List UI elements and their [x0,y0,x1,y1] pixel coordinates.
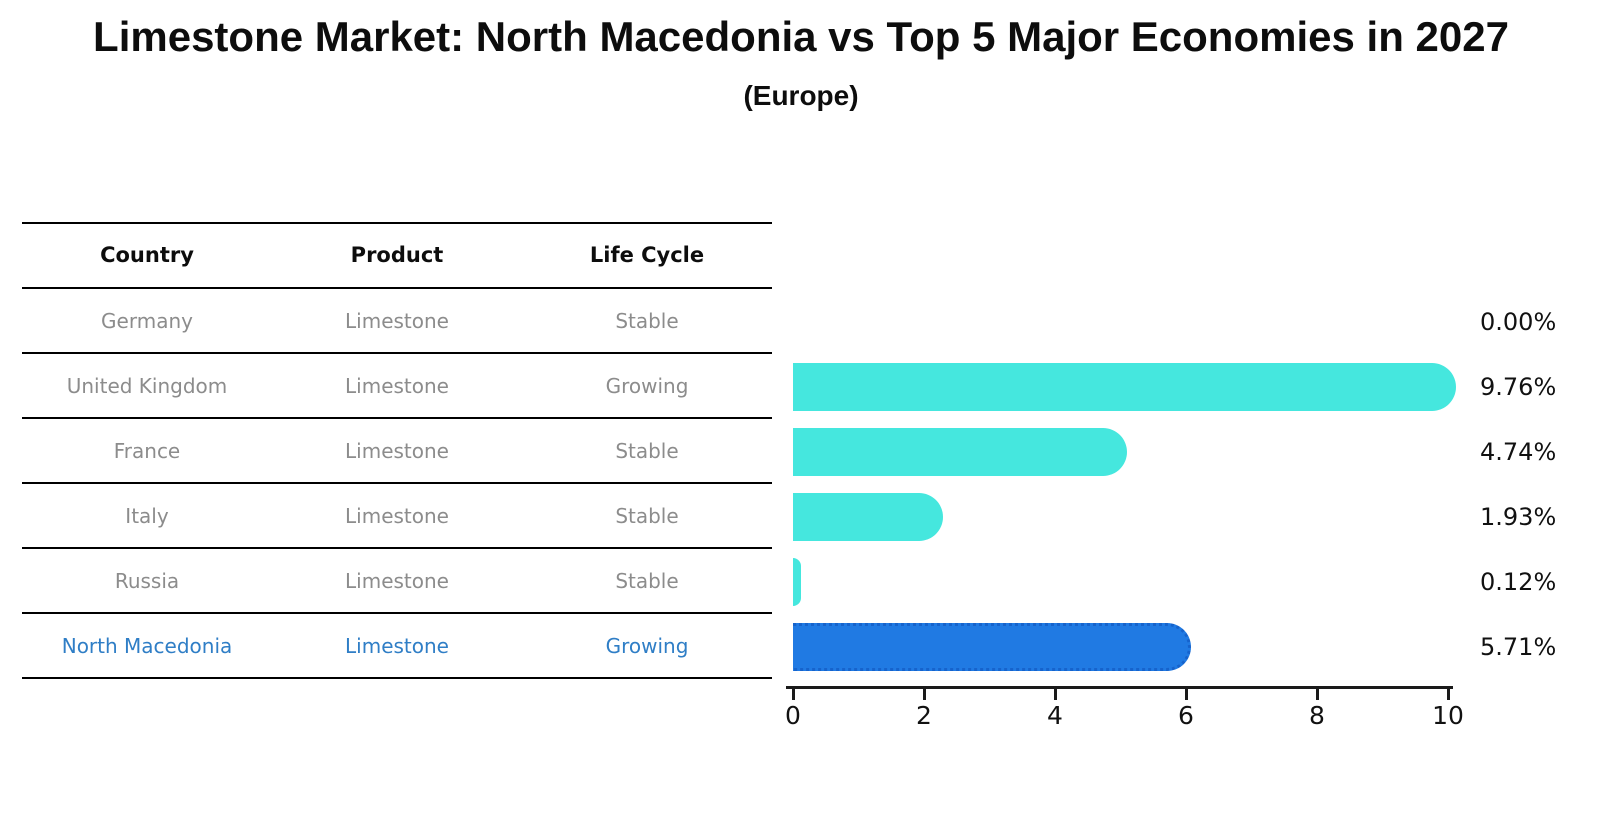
cell-country: Germany [101,308,193,333]
cell-product: Limestone [345,308,449,333]
bar-france [793,427,1128,476]
cell-life-cycle: Stable [615,568,679,593]
cell-product: Limestone [345,633,449,658]
bar-united-kingdom [793,362,1457,411]
table-row-united-kingdom: United Kingdom Limestone Growing [22,354,772,419]
x-tick-8 [1315,689,1319,700]
x-tick-label-8: 8 [1309,701,1325,730]
value-label-italy: 1.93% [1480,502,1557,531]
cell-life-cycle: Growing [605,373,689,398]
cell-product: Limestone [345,373,449,398]
value-label-france: 4.74% [1480,437,1557,466]
cell-life-cycle: Growing [605,633,689,658]
table-row-north-macedonia: North Macedonia Limestone Growing [22,614,772,679]
cell-life-cycle: Stable [615,503,679,528]
x-tick-10 [1446,689,1450,700]
x-tick-label-0: 0 [785,701,801,730]
value-label-russia: 0.12% [1480,567,1557,596]
table-body: Germany Limestone Stable United Kingdom Lime… [22,289,772,679]
cell-product: Limestone [345,503,449,528]
table-row-russia: Russia Limestone Stable [22,549,772,614]
table-row-france: France Limestone Stable [22,419,772,484]
x-tick-label-10: 10 [1432,701,1464,730]
value-label-germany: 0.00% [1480,307,1557,336]
value-label-north-macedonia: 5.71% [1480,632,1557,661]
cell-life-cycle: Stable [615,308,679,333]
cell-country: France [113,438,181,463]
x-tick-label-2: 2 [916,701,932,730]
column-header-product: Product [350,242,444,267]
cell-life-cycle: Stable [615,438,679,463]
column-header-life-cycle: Life Cycle [589,242,705,267]
column-header-country: Country [100,242,194,267]
x-tick-0 [791,689,795,700]
x-tick-2 [922,689,926,700]
table-row-italy: Italy Limestone Stable [22,484,772,549]
chart-subtitle: (Europe) [743,80,859,111]
x-tick-label-4: 4 [1047,701,1063,730]
x-tick-6 [1184,689,1188,700]
x-tick-label-6: 6 [1178,701,1194,730]
cell-country: United Kingdom [66,373,228,398]
comparison-table: Country Product Life Cycle Germany Limeston… [22,222,772,679]
cell-product: Limestone [345,568,449,593]
x-tick-4 [1053,689,1057,700]
table-header-row: Country Product Life Cycle [22,222,772,289]
chart-title: Limestone Market: North Macedonia vs Top… [93,13,1509,60]
bar-italy [793,492,944,541]
bar-russia [793,557,801,606]
cell-product: Limestone [345,438,449,463]
bar-north-macedonia [793,622,1191,671]
x-axis-line [786,686,1453,689]
cell-country: Russia [114,568,180,593]
table-row-germany: Germany Limestone Stable [22,289,772,354]
value-label-united-kingdom: 9.76% [1480,372,1557,401]
cell-country: Italy [125,503,169,528]
cell-country: North Macedonia [61,633,233,658]
